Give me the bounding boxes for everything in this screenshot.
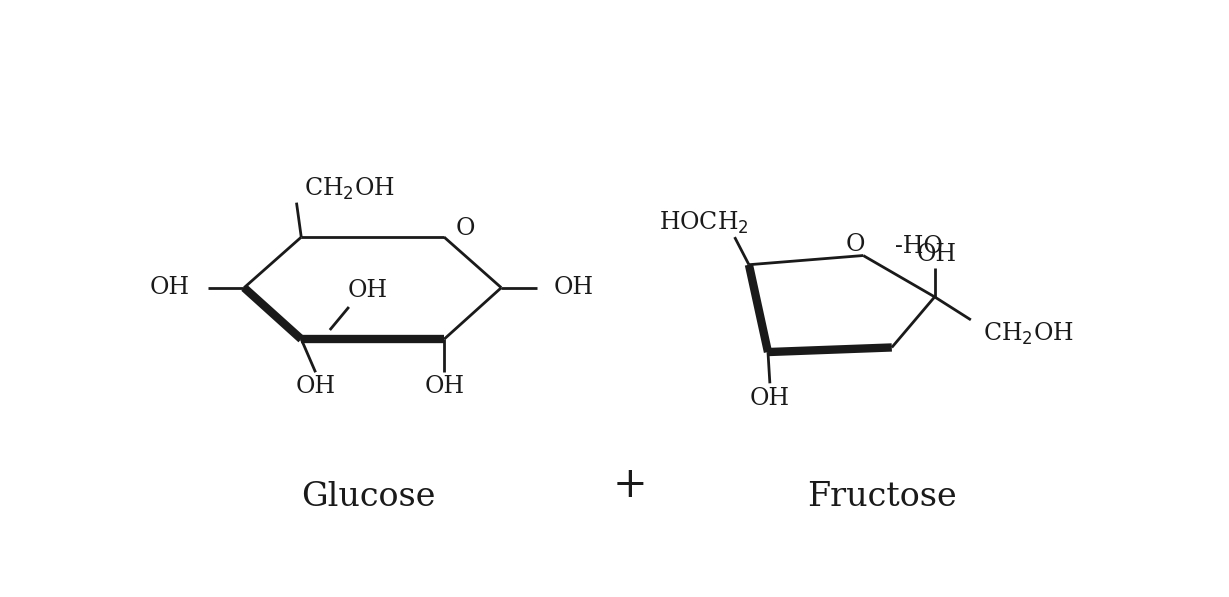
Text: OH: OH [424,374,465,398]
Text: +: + [612,464,648,506]
Text: CH$_2$OH: CH$_2$OH [304,176,395,202]
Text: OH: OH [554,276,594,299]
Text: CH$_2$OH: CH$_2$OH [983,321,1073,347]
Text: OH: OH [295,376,336,398]
Text: O: O [455,217,474,241]
Text: -HO: -HO [895,235,943,258]
Text: OH: OH [150,276,189,299]
Text: Glucose: Glucose [301,481,435,513]
Text: O: O [846,232,865,256]
Text: OH: OH [348,279,388,303]
Text: OH: OH [917,243,956,266]
Text: Fructose: Fructose [807,481,957,513]
Text: HOCH$_2$: HOCH$_2$ [659,210,748,236]
Text: OH: OH [750,386,790,410]
